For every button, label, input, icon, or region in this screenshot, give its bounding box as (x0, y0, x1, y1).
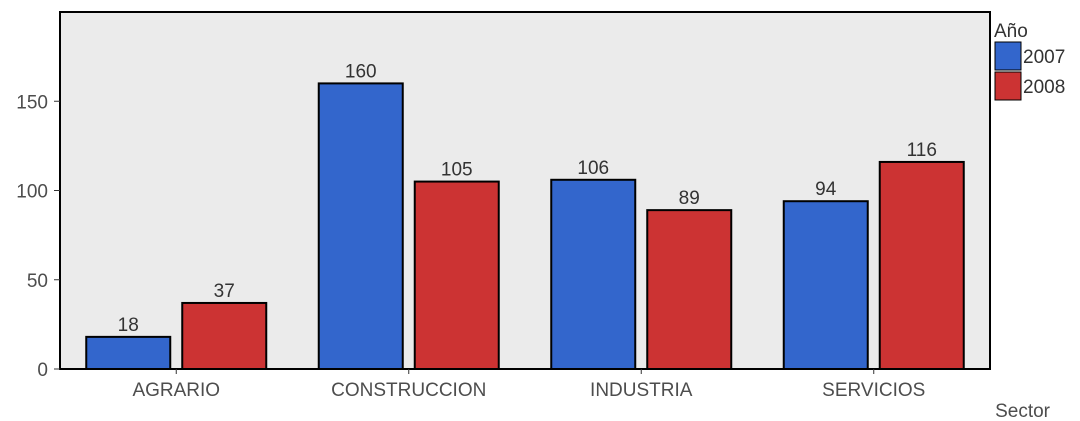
bars-layer: 18 37 160 105 106 89 94 116 (85, 61, 965, 371)
x-axis-label: Sector (995, 401, 1051, 421)
data-label: 94 (815, 179, 837, 200)
data-label: 116 (907, 140, 937, 161)
x-axis: AGRARIO CONSTRUCCION INDUSTRIA SERVICIOS (132, 369, 925, 401)
bar-2007-industria (550, 178, 637, 370)
legend: Año 2007 2008 (994, 21, 1065, 101)
legend-title: Año (994, 21, 1028, 42)
data-label: 89 (679, 188, 700, 209)
bar-2008-agrario (181, 301, 268, 370)
bar-2007-agrario (85, 335, 172, 370)
bar-2008-construccion (413, 180, 500, 370)
data-label: 160 (345, 61, 377, 82)
legend-swatch (994, 41, 1022, 71)
x-tick-label: INDUSTRIA (590, 380, 693, 401)
bar-2008-industria (646, 209, 733, 370)
y-tick-label: 100 (16, 182, 48, 203)
data-label: 106 (577, 158, 609, 179)
data-label: 37 (214, 281, 235, 302)
bar-2007-servicios (782, 200, 869, 370)
x-tick-label: SERVICIOS (822, 380, 925, 401)
y-tick-label: 150 (16, 92, 48, 113)
legend-items: 2007 2008 (994, 41, 1065, 101)
legend-label: 2008 (1023, 77, 1065, 98)
bar-2008-servicios (878, 160, 965, 370)
x-tick-label: CONSTRUCCION (331, 380, 486, 401)
data-label: 105 (441, 160, 473, 181)
x-tick-label: AGRARIO (132, 380, 220, 401)
y-axis: 0 50 100 150 (16, 92, 60, 381)
y-tick-label: 0 (37, 360, 48, 381)
legend-swatch (994, 71, 1022, 101)
legend-label: 2007 (1023, 47, 1065, 68)
bar-2007-construccion (317, 82, 404, 371)
data-label: 18 (118, 315, 139, 336)
y-tick-label: 50 (27, 271, 48, 292)
